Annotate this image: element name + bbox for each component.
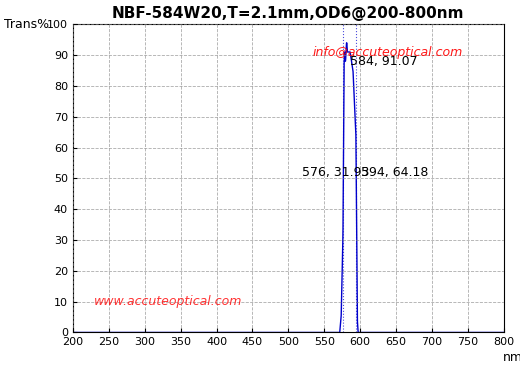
Text: 576, 31.93: 576, 31.93 <box>302 166 369 179</box>
Title: NBF-584W20,T=2.1mm,OD6@200-800nm: NBF-584W20,T=2.1mm,OD6@200-800nm <box>112 6 464 21</box>
Y-axis label: Trans%: Trans% <box>4 18 49 31</box>
X-axis label: nm: nm <box>502 351 520 364</box>
Text: www.accuteoptical.com: www.accuteoptical.com <box>94 295 242 308</box>
Text: info@accuteoptical.com: info@accuteoptical.com <box>313 46 463 59</box>
Text: 584, 91.07: 584, 91.07 <box>350 55 418 68</box>
Text: 594, 64.18: 594, 64.18 <box>361 166 428 179</box>
